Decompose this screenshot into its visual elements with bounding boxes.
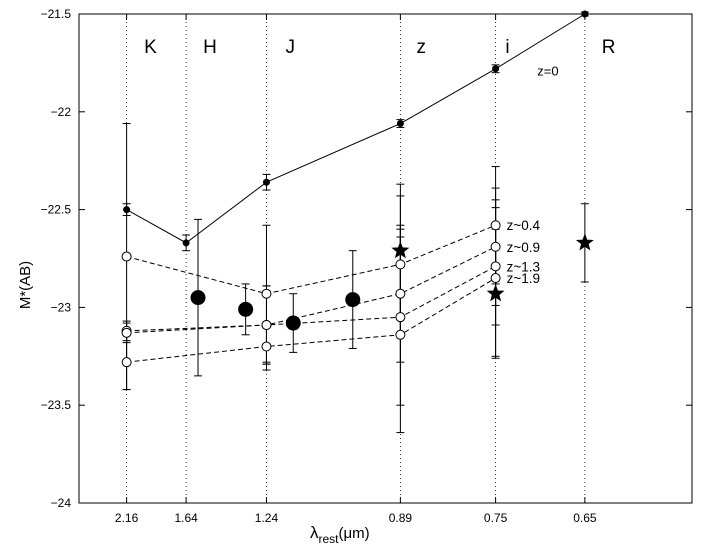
- x-tick-label-3: 0.89: [389, 511, 413, 525]
- marker-series-1-pt-0: [121, 251, 132, 262]
- star-marker-2: [575, 233, 594, 251]
- series-label-0: z=0: [537, 64, 558, 79]
- band-label-i: i: [505, 37, 509, 58]
- band-label-J: J: [286, 37, 296, 58]
- marker-series-4-pt-3: [490, 273, 501, 284]
- marker-series-0-pt-3: [396, 120, 404, 128]
- x-tick-label-2: 1.24: [255, 511, 279, 525]
- marker-series-4-pt-2: [395, 329, 406, 340]
- y-tick-label-2: −22.5: [41, 203, 72, 217]
- star-marker-0: [391, 241, 410, 259]
- y-tick-label-4: −23.5: [41, 398, 72, 412]
- marker-series-0-pt-2: [262, 178, 270, 186]
- band-label-K: K: [144, 37, 157, 58]
- series-line-2: [126, 246, 496, 332]
- y-tick-label-5: −24: [51, 496, 72, 510]
- y-axis-label: M*(AB): [17, 261, 34, 309]
- marker-series-3-pt-1: [261, 320, 272, 331]
- marker-series-1-pt-2: [395, 259, 406, 270]
- marker-series-3-pt-0: [121, 327, 132, 338]
- marker-series-0-pt-0: [123, 206, 131, 214]
- plot-frame: [78, 13, 693, 504]
- x-tick-label-5: 0.65: [573, 511, 597, 525]
- series-line-0: [126, 13, 586, 244]
- series-line-1: [126, 224, 496, 295]
- marker-series-0-pt-4: [492, 65, 500, 73]
- marker-series-3-pt-3: [490, 261, 501, 272]
- series-label-2: z~0.9: [507, 240, 540, 255]
- series-line-4: [126, 277, 496, 363]
- x-axis-label-unit: (μm): [339, 525, 370, 542]
- x-axis-label-symbol: λ: [310, 523, 319, 542]
- series-label-3: z~1.3: [507, 259, 540, 274]
- x-tick-label-0: 2.16: [115, 511, 139, 525]
- y-tick-label-1: −22: [51, 105, 72, 119]
- marker-series-4-pt-0: [121, 357, 132, 368]
- y-tick-label-3: −23: [51, 300, 72, 314]
- marker-series-1-pt-1: [261, 288, 272, 299]
- data-markers: [121, 10, 594, 368]
- large-point-3: [345, 292, 361, 308]
- x-axis-label-subscript: rest: [319, 532, 340, 546]
- series-label-4: z~1.9: [507, 271, 540, 286]
- series-lines: [126, 13, 586, 363]
- large-point-2: [285, 315, 301, 331]
- marker-series-4-pt-1: [261, 341, 272, 352]
- x-tick-label-4: 0.75: [484, 511, 508, 525]
- large-point-1: [238, 301, 254, 317]
- band-label-R: R: [602, 37, 616, 58]
- marker-series-0-pt-1: [182, 239, 190, 247]
- y-tick-label-0: −21.5: [41, 7, 72, 21]
- series-line-3: [126, 265, 496, 334]
- band-label-z: z: [416, 37, 426, 58]
- x-axis-label: λrest(μm): [310, 523, 370, 546]
- marker-series-1-pt-3: [490, 220, 501, 231]
- marker-series-2-pt-2: [395, 288, 406, 299]
- band-label-H: H: [203, 37, 217, 58]
- marker-series-2-pt-3: [490, 241, 501, 252]
- marker-series-3-pt-2: [395, 312, 406, 323]
- large-point-0: [190, 290, 206, 306]
- text-labels: −21.5 −22 −22.5 −23 −23.5 −24 2.16 1.64 1.24 0.89…: [41, 7, 616, 525]
- series-label-1: z~0.4: [507, 218, 541, 233]
- axis-ticks: [79, 13, 692, 504]
- x-tick-label-1: 1.64: [174, 511, 198, 525]
- star-marker-1: [486, 284, 505, 302]
